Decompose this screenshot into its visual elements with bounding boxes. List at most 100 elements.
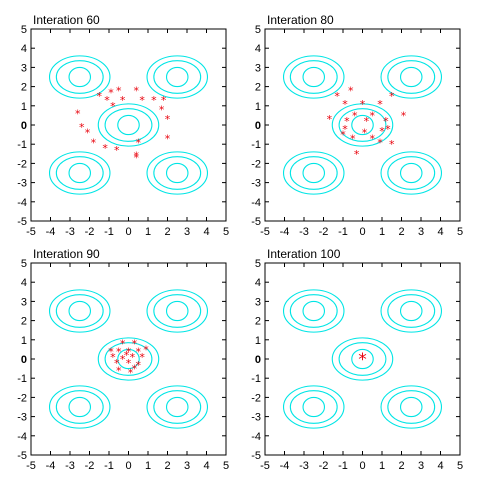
data-point: * [377,136,383,149]
data-point: * [358,350,367,370]
x-tick-label: 5 [223,460,229,472]
y-tick-label: 2 [255,82,261,94]
y-tick-label: 3 [21,296,27,308]
contour-ring [104,108,153,142]
x-tick-label: -4 [280,460,290,472]
contour-ring [153,60,202,94]
y-tick-label: -5 [17,216,27,228]
x-tick-label: -4 [280,226,290,238]
data-point: * [136,345,142,358]
subplot-2: Interation 80-5 -4 -3 -2 -1 0 1 2 3 4 5543210-1-2-… [251,13,463,238]
data-point: * [340,129,346,142]
contour-ring [331,337,394,381]
x-tick-label: 3 [418,226,424,238]
x-tick-label: -2 [85,460,95,472]
contour-ring [380,151,443,195]
y-tick-label: 1 [255,335,261,347]
data-point: * [401,109,407,122]
y-tick-label: -1 [17,373,27,385]
data-point: * [124,349,130,362]
x-tick-label: 4 [437,460,443,472]
data-point: * [161,94,167,107]
y-tick-label: -3 [251,178,261,190]
data-point: * [97,90,103,103]
data-point: * [120,94,126,107]
data-points: * * ** ** * * ** ****** * ** * ** [75,84,171,164]
y-tick-label: 5 [255,24,261,36]
x-tick-label: -3 [65,460,75,472]
contour-lines [48,289,209,429]
y-tick-label: 0 [21,120,27,132]
contour-ring [97,103,160,147]
y-tick-label: 3 [21,62,27,74]
x-tick-label: -1 [338,226,348,238]
x-tick-label: -1 [338,460,348,472]
x-tick-label: 2 [398,460,404,472]
contour-ring [289,60,338,94]
contour-ring [146,151,209,195]
contour-ring [48,55,111,99]
contour-ring [153,390,202,424]
y-tick-label: -2 [251,392,261,404]
data-point: * [389,90,395,103]
data-point: * [151,94,157,107]
y-tick-label: -4 [17,431,27,443]
x-tick-label: 3 [184,226,190,238]
y-tick-label: 2 [21,316,27,328]
contour-ring [104,342,153,376]
y-tick-label: -1 [251,139,261,151]
contour-ring [48,151,111,195]
y-tick-label: 5 [21,258,27,270]
y-tick-label: -2 [251,158,261,170]
data-point: * [360,98,366,111]
x-tick-label: -4 [46,460,56,472]
contour-ring [55,60,104,94]
y-tick-label: -5 [251,450,261,462]
x-tick-label: -2 [85,226,95,238]
contour-ring [289,390,338,424]
x-tick-label: -1 [104,226,114,238]
contour-ring [55,390,104,424]
data-point: * [85,127,91,140]
data-point: * [114,357,120,370]
y-tick-label: 0 [255,354,261,366]
x-tick-label: 4 [203,226,209,238]
data-point: * [136,136,142,149]
y-tick-label: -3 [17,178,27,190]
data-point: * [128,366,134,379]
subplot-title: Interation 80 [267,13,334,27]
x-tick-label: 4 [203,460,209,472]
x-tick-label: -5 [260,460,270,472]
data-point: * [75,107,81,120]
contour-ring [146,385,209,429]
data-point: * [108,345,114,358]
y-tick-label: 2 [255,316,261,328]
contour-ring [289,156,338,190]
data-point: * [379,125,385,138]
data-point: * [370,132,376,145]
contour-ring [302,66,326,88]
contour-ring [68,396,92,418]
y-tick-label: -4 [251,431,261,443]
contour-ring [48,385,111,429]
y-tick-label: 4 [255,43,261,55]
data-point: * [350,132,356,145]
x-tick-label: -4 [46,226,56,238]
data-point: * [364,115,370,128]
contour-ring [146,289,209,333]
x-tick-label: 1 [379,226,385,238]
x-tick-label: 2 [164,460,170,472]
y-tick-label: -1 [17,139,27,151]
x-tick-label: 0 [125,226,131,238]
contour-lines [282,55,443,195]
y-tick-label: -1 [251,373,261,385]
x-tick-label: -5 [26,226,36,238]
x-tick-label: 1 [379,460,385,472]
contour-ring [153,156,202,190]
x-tick-label: 3 [418,460,424,472]
contour-ring [399,300,423,322]
subplot-1: Interation 60-5 -4 -3 -2 -1 0 1 2 3 4 5543210-1-2-… [17,13,229,238]
data-point: * [139,351,145,364]
data-point: * [362,127,368,140]
